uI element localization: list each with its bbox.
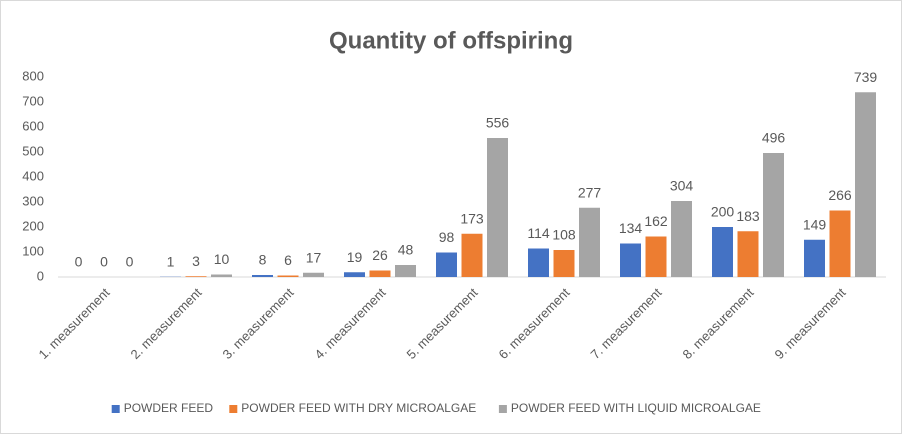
data-label: 6: [284, 252, 292, 268]
bar: [671, 201, 692, 277]
bar: [763, 153, 784, 277]
bar: [528, 248, 549, 277]
y-tick-label: 800: [22, 68, 44, 83]
bar: [553, 250, 575, 277]
chart-title: Quantity of offspiring: [329, 27, 573, 54]
data-label: 1: [167, 253, 175, 269]
bar: [855, 92, 876, 277]
data-label: 304: [670, 178, 694, 194]
data-label: 173: [460, 210, 484, 226]
bar: [712, 227, 733, 277]
bar: [252, 275, 273, 277]
data-label: 739: [854, 69, 878, 85]
bar: [344, 272, 365, 277]
y-tick-label: 600: [22, 118, 44, 133]
bar: [579, 207, 600, 277]
bar: [829, 210, 851, 277]
y-tick-label: 500: [22, 143, 44, 158]
data-label: 0: [75, 254, 83, 270]
y-tick-label: 700: [22, 93, 44, 108]
y-tick-label: 200: [22, 218, 44, 233]
bar: [487, 138, 508, 277]
data-label: 200: [711, 204, 735, 220]
data-label: 183: [736, 208, 760, 224]
y-tick-label: 300: [22, 193, 44, 208]
data-label: 496: [762, 130, 786, 146]
legend-swatch: [229, 405, 238, 413]
y-tick-label: 100: [22, 243, 44, 258]
data-label: 17: [306, 249, 322, 265]
bar: [303, 272, 324, 277]
bar: [804, 239, 825, 277]
data-label: 26: [372, 247, 388, 263]
data-label: 162: [644, 213, 668, 229]
data-label: 277: [578, 184, 602, 200]
bar: [369, 270, 391, 277]
bar: [620, 243, 641, 277]
data-label: 134: [619, 220, 643, 236]
data-label: 556: [486, 115, 510, 131]
bar: [395, 265, 416, 277]
legend-swatch: [111, 405, 120, 413]
data-label: 8: [259, 252, 267, 268]
legend-label: POWDER FEED: [124, 401, 214, 415]
legend-label: POWDER FEED WITH LIQUID MICROALGAE: [511, 401, 761, 415]
data-label: 266: [828, 187, 852, 203]
bar: [277, 275, 299, 277]
data-label: 19: [347, 249, 363, 265]
bar: [645, 236, 667, 277]
y-tick-label: 0: [37, 268, 44, 283]
data-label: 0: [126, 254, 134, 270]
data-label: 10: [214, 251, 230, 267]
data-label: 0: [100, 254, 108, 270]
y-tick-label: 400: [22, 168, 44, 183]
bar: [436, 252, 457, 277]
bar: [737, 231, 759, 277]
legend-swatch: [498, 405, 507, 413]
bar: [461, 233, 483, 277]
bar: [211, 274, 232, 277]
data-label: 108: [552, 227, 576, 243]
data-label: 149: [803, 216, 827, 232]
bar: [185, 276, 207, 277]
data-label: 3: [192, 253, 200, 269]
data-label: 114: [527, 225, 550, 241]
data-label: 48: [398, 242, 414, 258]
data-label: 98: [439, 229, 455, 245]
legend-label: POWDER FEED WITH DRY MICROALGAE: [241, 401, 476, 415]
